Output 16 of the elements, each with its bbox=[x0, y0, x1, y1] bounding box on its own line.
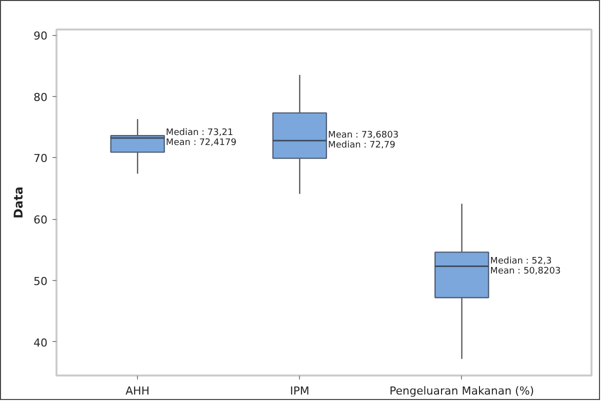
y-tick-label: 70 bbox=[34, 152, 48, 166]
annotation: Median : 52,3 bbox=[490, 256, 552, 266]
annotation: Median : 73,21 bbox=[166, 128, 234, 138]
x-tick-label: Pengeluaran Makanan (%) bbox=[390, 384, 534, 398]
y-tick-label: 80 bbox=[34, 90, 48, 104]
annotation: Median : 72,79 bbox=[328, 140, 396, 151]
y-tick-label: 60 bbox=[34, 214, 48, 227]
y-tick-label: 90 bbox=[34, 30, 48, 43]
annotation: Mean : 72,4179 bbox=[166, 138, 237, 148]
y-tick-label: 50 bbox=[34, 274, 48, 288]
annotation: Mean : 50,8203 bbox=[490, 266, 561, 276]
y-axis-title: Data bbox=[12, 186, 26, 218]
annotation: Mean : 73,6803 bbox=[328, 130, 399, 141]
x-tick-label: AHH bbox=[126, 384, 150, 398]
x-tick-label: IPM bbox=[290, 384, 310, 398]
y-tick-label: 40 bbox=[34, 336, 48, 350]
